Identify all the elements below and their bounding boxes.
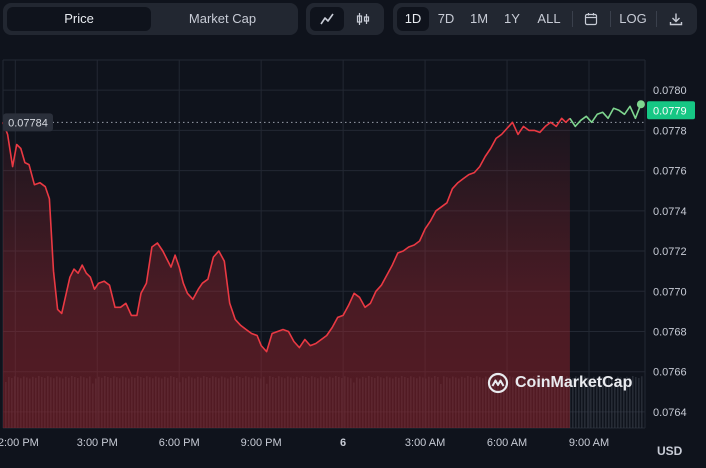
volume-bar <box>614 384 616 428</box>
y-tick-label: 0.0770 <box>653 286 687 298</box>
watermark: CoinMarketCap <box>487 371 632 395</box>
y-tick-label: 0.0772 <box>653 246 687 258</box>
candlestick-icon <box>356 13 370 25</box>
chart-mode-toggle <box>306 3 384 35</box>
volume-bar <box>629 377 631 428</box>
x-tick-label: 3:00 AM <box>405 437 445 449</box>
x-tick-label: 6:00 AM <box>487 437 527 449</box>
volume-bar <box>605 378 607 428</box>
x-tick-label: 6 <box>340 437 346 449</box>
range-all[interactable]: ALL <box>537 11 561 26</box>
candlestick-button[interactable] <box>346 7 380 31</box>
download-button[interactable] <box>661 7 691 31</box>
volume-bar <box>578 377 580 428</box>
current-price-dot <box>636 100 645 109</box>
range-7d[interactable]: 7D <box>437 11 455 26</box>
y-tick-label: 0.0778 <box>653 125 687 137</box>
x-tick-label: 6:00 PM <box>159 437 200 449</box>
price-line-below-reference <box>2 117 571 353</box>
volume-bar <box>638 378 640 428</box>
currency-label: USD <box>657 444 683 458</box>
tab-price[interactable]: Price <box>7 7 151 31</box>
range-1m[interactable]: 1M <box>469 11 489 26</box>
volume-bar <box>599 376 601 428</box>
price-area-fill <box>3 118 570 429</box>
log-scale-button[interactable]: LOG <box>619 11 647 26</box>
volume-bar <box>602 377 604 428</box>
volume-bar <box>620 377 622 428</box>
volume-bar <box>575 376 577 428</box>
price-line-above-reference <box>569 103 642 128</box>
date-picker-button[interactable] <box>577 7 605 31</box>
y-tick-label: 0.0774 <box>653 206 687 218</box>
y-tick-label: 0.0768 <box>653 326 687 338</box>
line-chart-button[interactable] <box>310 7 344 31</box>
line-chart-icon <box>320 13 334 25</box>
volume-bar <box>641 376 643 428</box>
volume-bar <box>596 377 598 428</box>
x-tick-label: 9:00 AM <box>569 437 609 449</box>
volume-bar <box>593 376 595 428</box>
volume-bar <box>584 376 586 428</box>
time-range-selector: 1D 7D 1M 1Y ALL LOG <box>393 3 697 35</box>
toolbar-divider <box>610 11 611 27</box>
x-tick-label: 12:00 PM <box>0 437 39 449</box>
range-1y[interactable]: 1Y <box>504 11 520 26</box>
volume-bar <box>632 376 634 428</box>
chart-toolbar: Price Market Cap 1D 7D 1M 1Y ALL <box>0 0 706 40</box>
watermark-text: CoinMarketCap <box>515 374 633 391</box>
tab-market-cap[interactable]: Market Cap <box>188 11 257 26</box>
toolbar-divider <box>656 11 657 27</box>
download-icon <box>669 13 683 26</box>
current-price-label: 0.0779 <box>653 105 687 117</box>
volume-bar <box>572 378 574 428</box>
volume-bar <box>608 376 610 428</box>
y-tick-label: 0.0776 <box>653 166 687 178</box>
volume-bar <box>611 377 613 428</box>
volume-bar <box>581 378 583 428</box>
y-tick-label: 0.0780 <box>653 85 687 97</box>
range-1d[interactable]: 1D <box>397 7 429 31</box>
volume-bar <box>617 376 619 428</box>
current-price-badge <box>647 101 695 120</box>
volume-bar <box>590 378 592 428</box>
toolbar-divider <box>572 11 573 27</box>
volume-bar <box>635 377 637 428</box>
chart-type-toggle: Price Market Cap <box>3 3 298 35</box>
x-tick-label: 3:00 PM <box>77 437 118 449</box>
reference-price-badge <box>3 113 53 132</box>
volume-bar <box>623 378 625 428</box>
volume-bar <box>626 376 628 428</box>
volume-bar <box>587 377 589 428</box>
coinmarketcap-logo-icon <box>487 372 509 394</box>
y-tick-label: 0.0766 <box>653 367 687 379</box>
calendar-icon <box>584 13 598 26</box>
y-tick-label: 0.0764 <box>653 407 687 419</box>
x-tick-label: 9:00 PM <box>241 437 282 449</box>
reference-price-label: 0.07784 <box>8 117 48 129</box>
